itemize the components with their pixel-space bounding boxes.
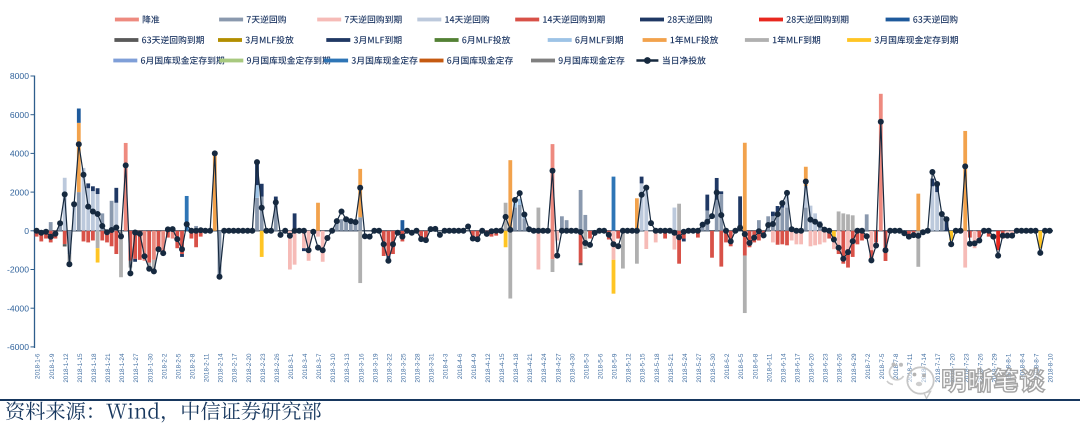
svg-text:2018-1-15: 2018-1-15 xyxy=(77,353,84,383)
svg-text:2018-4-15: 2018-4-15 xyxy=(499,353,506,383)
svg-text:2018-4-21: 2018-4-21 xyxy=(527,353,534,383)
svg-text:2018-4-3: 2018-4-3 xyxy=(443,353,450,379)
svg-text:2018-1-6: 2018-1-6 xyxy=(35,353,42,379)
svg-text:2018-8-10: 2018-8-10 xyxy=(1048,353,1055,383)
svg-text:2018-6-20: 2018-6-20 xyxy=(809,353,816,383)
svg-text:2018-5-3: 2018-5-3 xyxy=(583,353,590,379)
svg-text:2018-3-7: 2018-3-7 xyxy=(316,353,323,379)
svg-text:2018-8-7: 2018-8-7 xyxy=(1034,353,1041,379)
svg-text:-4000: -4000 xyxy=(7,303,29,313)
svg-text:2018-5-15: 2018-5-15 xyxy=(640,353,647,383)
svg-text:2018-1-30: 2018-1-30 xyxy=(147,353,154,383)
svg-text:2018-8-1: 2018-8-1 xyxy=(1006,353,1013,379)
svg-text:2018-3-22: 2018-3-22 xyxy=(386,353,393,383)
svg-text:2018-3-1: 2018-3-1 xyxy=(288,353,295,379)
svg-text:2018-3-10: 2018-3-10 xyxy=(330,353,337,383)
svg-text:2018-7-2: 2018-7-2 xyxy=(865,353,872,379)
svg-text:2018-5-21: 2018-5-21 xyxy=(668,353,675,383)
svg-text:2018-5-6: 2018-5-6 xyxy=(598,353,605,379)
svg-text:2018-4-9: 2018-4-9 xyxy=(471,353,478,379)
svg-text:2018-6-2: 2018-6-2 xyxy=(724,353,731,379)
svg-text:8000: 8000 xyxy=(10,71,29,81)
svg-text:2018-2-23: 2018-2-23 xyxy=(260,353,267,383)
svg-text:2018-6-11: 2018-6-11 xyxy=(766,353,773,382)
svg-text:6000: 6000 xyxy=(10,110,29,120)
svg-text:-2000: -2000 xyxy=(7,265,29,275)
svg-text:2018-1-21: 2018-1-21 xyxy=(105,353,112,383)
svg-text:4000: 4000 xyxy=(10,149,29,159)
svg-text:2018-1-9: 2018-1-9 xyxy=(49,353,56,379)
svg-text:2018-7-17: 2018-7-17 xyxy=(935,353,942,383)
svg-text:2018-2-8: 2018-2-8 xyxy=(190,353,197,379)
svg-text:2018-3-19: 2018-3-19 xyxy=(372,353,379,383)
svg-text:2018-2-14: 2018-2-14 xyxy=(218,353,225,383)
svg-text:2018-6-5: 2018-6-5 xyxy=(738,353,745,379)
svg-text:2018-6-14: 2018-6-14 xyxy=(780,353,787,383)
svg-text:2018-5-12: 2018-5-12 xyxy=(626,353,633,383)
svg-text:2018-3-28: 2018-3-28 xyxy=(415,353,422,383)
svg-text:2000: 2000 xyxy=(10,187,29,197)
svg-text:2018-4-6: 2018-4-6 xyxy=(457,353,464,379)
svg-text:2018-4-27: 2018-4-27 xyxy=(555,353,562,383)
svg-text:2018-7-20: 2018-7-20 xyxy=(949,353,956,383)
svg-text:2018-1-24: 2018-1-24 xyxy=(119,353,126,383)
svg-text:2018-2-17: 2018-2-17 xyxy=(232,353,239,383)
svg-text:2018-8-4: 2018-8-4 xyxy=(1020,353,1027,379)
svg-text:2018-5-9: 2018-5-9 xyxy=(612,353,619,379)
svg-text:2018-2-5: 2018-2-5 xyxy=(175,353,182,379)
svg-text:2018-2-11: 2018-2-11 xyxy=(204,353,211,382)
svg-text:2018-1-27: 2018-1-27 xyxy=(133,353,140,383)
svg-text:2018-1-12: 2018-1-12 xyxy=(63,353,70,383)
svg-text:2018-4-12: 2018-4-12 xyxy=(485,353,492,383)
svg-text:2018-2-26: 2018-2-26 xyxy=(274,353,281,383)
svg-text:2018-7-23: 2018-7-23 xyxy=(963,353,970,383)
svg-text:2018-4-30: 2018-4-30 xyxy=(569,353,576,383)
svg-text:2018-7-11: 2018-7-11 xyxy=(907,353,914,382)
svg-text:2018-6-23: 2018-6-23 xyxy=(823,353,830,383)
svg-text:2018-2-20: 2018-2-20 xyxy=(246,353,253,383)
svg-text:2018-3-13: 2018-3-13 xyxy=(344,353,351,383)
svg-text:2018-3-31: 2018-3-31 xyxy=(429,353,436,383)
svg-text:2018-7-8: 2018-7-8 xyxy=(893,353,900,379)
svg-text:2018-5-24: 2018-5-24 xyxy=(682,353,689,383)
svg-text:2018-7-5: 2018-7-5 xyxy=(879,353,886,379)
svg-text:2018-7-29: 2018-7-29 xyxy=(992,353,999,383)
svg-text:2018-3-16: 2018-3-16 xyxy=(358,353,365,383)
svg-text:2018-2-2: 2018-2-2 xyxy=(161,353,168,379)
svg-text:2018-4-24: 2018-4-24 xyxy=(541,353,548,383)
svg-text:2018-5-27: 2018-5-27 xyxy=(696,353,703,383)
svg-text:2018-6-17: 2018-6-17 xyxy=(795,353,802,383)
svg-text:2018-5-30: 2018-5-30 xyxy=(710,353,717,383)
svg-text:2018-3-25: 2018-3-25 xyxy=(401,353,408,383)
svg-text:2018-1-18: 2018-1-18 xyxy=(91,353,98,383)
svg-text:0: 0 xyxy=(24,226,29,236)
svg-text:2018-6-26: 2018-6-26 xyxy=(837,353,844,383)
svg-text:2018-4-18: 2018-4-18 xyxy=(513,353,520,383)
svg-text:2018-6-8: 2018-6-8 xyxy=(752,353,759,379)
svg-text:2018-3-4: 2018-3-4 xyxy=(302,353,309,379)
svg-text:-6000: -6000 xyxy=(7,342,29,352)
svg-text:2018-6-29: 2018-6-29 xyxy=(851,353,858,383)
svg-text:2018-5-18: 2018-5-18 xyxy=(654,353,661,383)
